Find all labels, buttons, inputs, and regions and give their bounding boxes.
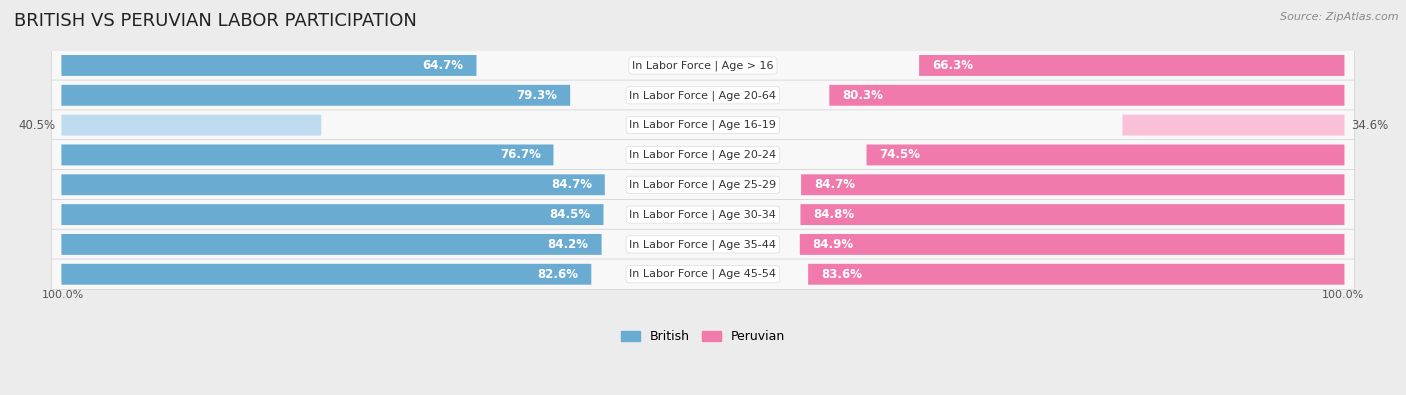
Text: 76.7%: 76.7% bbox=[499, 149, 541, 162]
FancyBboxPatch shape bbox=[866, 145, 1344, 166]
FancyBboxPatch shape bbox=[62, 115, 321, 135]
Text: In Labor Force | Age 16-19: In Labor Force | Age 16-19 bbox=[630, 120, 776, 130]
Text: 80.3%: 80.3% bbox=[842, 89, 883, 102]
FancyBboxPatch shape bbox=[51, 140, 1354, 170]
FancyBboxPatch shape bbox=[51, 259, 1354, 290]
FancyBboxPatch shape bbox=[62, 55, 477, 76]
FancyBboxPatch shape bbox=[51, 80, 1354, 111]
Text: 84.7%: 84.7% bbox=[551, 178, 592, 191]
FancyBboxPatch shape bbox=[62, 264, 592, 285]
FancyBboxPatch shape bbox=[62, 174, 605, 195]
Text: 74.5%: 74.5% bbox=[879, 149, 921, 162]
Text: In Labor Force | Age 30-34: In Labor Force | Age 30-34 bbox=[630, 209, 776, 220]
FancyBboxPatch shape bbox=[1122, 115, 1344, 135]
Text: 100.0%: 100.0% bbox=[1322, 290, 1364, 300]
FancyBboxPatch shape bbox=[62, 204, 603, 225]
Legend: British, Peruvian: British, Peruvian bbox=[616, 325, 790, 348]
Text: 84.9%: 84.9% bbox=[813, 238, 853, 251]
FancyBboxPatch shape bbox=[62, 234, 602, 255]
FancyBboxPatch shape bbox=[62, 145, 554, 166]
Text: 34.6%: 34.6% bbox=[1351, 118, 1388, 132]
Text: 84.5%: 84.5% bbox=[550, 208, 591, 221]
Text: 83.6%: 83.6% bbox=[821, 268, 862, 281]
Text: 40.5%: 40.5% bbox=[18, 118, 55, 132]
Text: Source: ZipAtlas.com: Source: ZipAtlas.com bbox=[1281, 12, 1399, 22]
Text: In Labor Force | Age 20-24: In Labor Force | Age 20-24 bbox=[630, 150, 776, 160]
Text: 79.3%: 79.3% bbox=[516, 89, 557, 102]
Text: 82.6%: 82.6% bbox=[537, 268, 578, 281]
Text: 66.3%: 66.3% bbox=[932, 59, 973, 72]
Text: 84.2%: 84.2% bbox=[548, 238, 589, 251]
FancyBboxPatch shape bbox=[51, 199, 1354, 230]
Text: 84.7%: 84.7% bbox=[814, 178, 855, 191]
FancyBboxPatch shape bbox=[800, 204, 1344, 225]
Text: In Labor Force | Age 35-44: In Labor Force | Age 35-44 bbox=[630, 239, 776, 250]
FancyBboxPatch shape bbox=[920, 55, 1344, 76]
FancyBboxPatch shape bbox=[51, 169, 1354, 200]
FancyBboxPatch shape bbox=[51, 50, 1354, 81]
Text: In Labor Force | Age 25-29: In Labor Force | Age 25-29 bbox=[630, 179, 776, 190]
Text: BRITISH VS PERUVIAN LABOR PARTICIPATION: BRITISH VS PERUVIAN LABOR PARTICIPATION bbox=[14, 12, 418, 30]
FancyBboxPatch shape bbox=[808, 264, 1344, 285]
FancyBboxPatch shape bbox=[62, 85, 571, 106]
Text: In Labor Force | Age 20-64: In Labor Force | Age 20-64 bbox=[630, 90, 776, 101]
Text: In Labor Force | Age 45-54: In Labor Force | Age 45-54 bbox=[630, 269, 776, 280]
FancyBboxPatch shape bbox=[801, 174, 1344, 195]
Text: 100.0%: 100.0% bbox=[42, 290, 84, 300]
FancyBboxPatch shape bbox=[51, 110, 1354, 140]
FancyBboxPatch shape bbox=[800, 234, 1344, 255]
FancyBboxPatch shape bbox=[830, 85, 1344, 106]
FancyBboxPatch shape bbox=[51, 229, 1354, 260]
Text: 84.8%: 84.8% bbox=[813, 208, 855, 221]
Text: In Labor Force | Age > 16: In Labor Force | Age > 16 bbox=[633, 60, 773, 71]
Text: 64.7%: 64.7% bbox=[423, 59, 464, 72]
